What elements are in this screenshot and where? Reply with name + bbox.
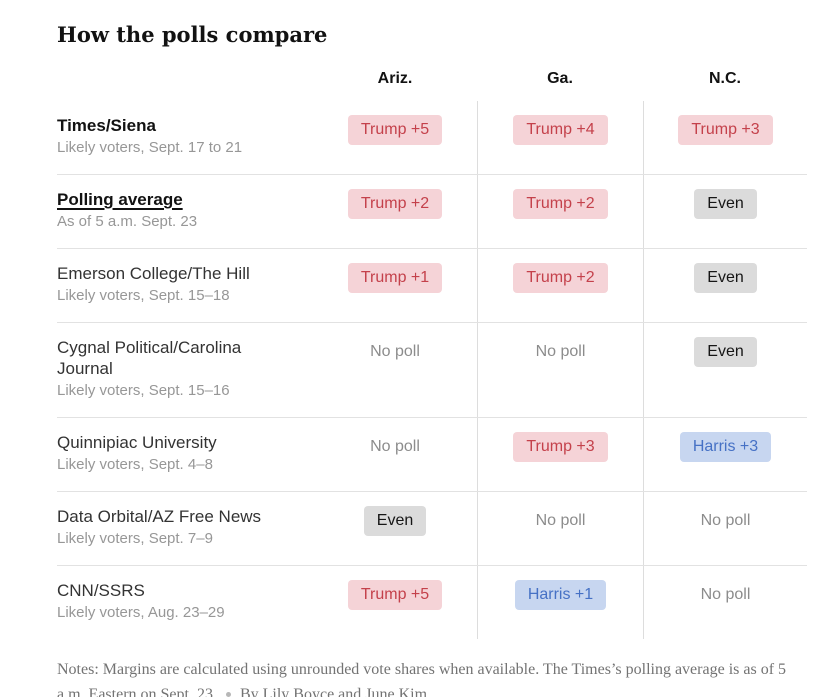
poll-label-cell: Emerson College/The Hill Likely voters, … bbox=[57, 249, 313, 322]
poll-detail: Likely voters, Sept. 15–16 bbox=[57, 382, 230, 399]
margin-badge: No poll bbox=[700, 586, 751, 603]
polls-table: Ariz. Ga. N.C. Times/Siena Likely voters… bbox=[57, 47, 807, 639]
poll-name: Cygnal Political/Carolina Journal bbox=[57, 338, 242, 378]
margin-badge: Trump +4 bbox=[513, 115, 608, 145]
header-spacer bbox=[57, 69, 313, 101]
column-header-ariz: Ariz. bbox=[377, 70, 413, 87]
margin-badge: Trump +3 bbox=[513, 432, 608, 462]
margin-cell-nc: Trump +3 bbox=[643, 101, 807, 174]
table-row: Cygnal Political/Carolina Journal Likely… bbox=[57, 322, 807, 417]
margin-cell-ga: Trump +3 bbox=[477, 418, 643, 491]
poll-detail: Likely voters, Sept. 15–18 bbox=[57, 287, 230, 304]
margin-cell-ga: No poll bbox=[477, 323, 643, 417]
margin-badge: Trump +5 bbox=[347, 115, 443, 145]
table-row: Quinnipiac University Likely voters, Sep… bbox=[57, 417, 807, 491]
margin-badge: Trump +2 bbox=[347, 189, 443, 219]
poll-detail: Likely voters, Sept. 4–8 bbox=[57, 456, 213, 473]
margin-badge: Trump +3 bbox=[678, 115, 773, 145]
margin-cell-ariz: No poll bbox=[313, 323, 477, 417]
byline: By Lily Boyce and June Kim bbox=[239, 686, 428, 697]
margin-cell-nc: Even bbox=[643, 175, 807, 248]
margin-cell-ariz: Even bbox=[313, 492, 477, 565]
margin-cell-ga: Trump +4 bbox=[477, 101, 643, 174]
table-header: Ariz. Ga. N.C. bbox=[57, 47, 807, 101]
poll-name: Data Orbital/AZ Free News bbox=[57, 507, 262, 526]
margin-cell-nc: No poll bbox=[643, 566, 807, 639]
margin-badge: Even bbox=[363, 506, 427, 536]
margin-cell-ariz: Trump +2 bbox=[313, 175, 477, 248]
poll-name: CNN/SSRS bbox=[57, 581, 145, 600]
poll-detail: Likely voters, Aug. 23–29 bbox=[57, 604, 225, 621]
poll-label-cell: Polling average As of 5 a.m. Sept. 23 bbox=[57, 175, 313, 248]
margin-cell-ariz: No poll bbox=[313, 418, 477, 491]
notes-text: Notes: Margins are calculated using unro… bbox=[57, 661, 787, 697]
margin-cell-nc: Even bbox=[643, 323, 807, 417]
column-header-ga: Ga. bbox=[547, 70, 573, 87]
margin-badge: No poll bbox=[700, 512, 751, 529]
poll-name: Times/Siena bbox=[57, 116, 156, 135]
margin-cell-ga: Trump +2 bbox=[477, 175, 643, 248]
poll-label-cell: CNN/SSRS Likely voters, Aug. 23–29 bbox=[57, 566, 313, 639]
margin-cell-nc: Even bbox=[643, 249, 807, 322]
poll-name: Emerson College/The Hill bbox=[57, 264, 250, 283]
margin-badge: Trump +1 bbox=[347, 263, 443, 293]
margin-badge: Even bbox=[694, 337, 757, 367]
margin-badge: Trump +5 bbox=[347, 580, 443, 610]
poll-detail: As of 5 a.m. Sept. 23 bbox=[57, 213, 198, 230]
margin-cell-ga: Harris +1 bbox=[477, 566, 643, 639]
poll-name-polling-average-link[interactable]: Polling average bbox=[57, 190, 183, 209]
poll-label-cell: Cygnal Political/Carolina Journal Likely… bbox=[57, 323, 313, 417]
margin-cell-ariz: Trump +1 bbox=[313, 249, 477, 322]
column-header-nc: N.C. bbox=[709, 70, 741, 87]
margin-badge: Trump +2 bbox=[513, 189, 608, 219]
margin-badge: No poll bbox=[535, 512, 586, 529]
margin-badge: No poll bbox=[370, 343, 420, 360]
table-row: Times/Siena Likely voters, Sept. 17 to 2… bbox=[57, 101, 807, 174]
poll-name: Quinnipiac University bbox=[57, 433, 217, 452]
table-row: CNN/SSRS Likely voters, Aug. 23–29 Trump… bbox=[57, 565, 807, 639]
page-title: How the polls compare bbox=[57, 22, 328, 47]
poll-label-cell: Data Orbital/AZ Free News Likely voters,… bbox=[57, 492, 313, 565]
margin-badge: Harris +3 bbox=[679, 432, 772, 462]
margin-cell-nc: Harris +3 bbox=[643, 418, 807, 491]
margin-cell-ariz: Trump +5 bbox=[313, 101, 477, 174]
margin-badge: No poll bbox=[370, 438, 420, 455]
notes: Notes: Margins are calculated using unro… bbox=[57, 657, 807, 697]
poll-label-cell: Quinnipiac University Likely voters, Sep… bbox=[57, 418, 313, 491]
margin-cell-nc: No poll bbox=[643, 492, 807, 565]
table-row: Data Orbital/AZ Free News Likely voters,… bbox=[57, 491, 807, 565]
margin-cell-ariz: Trump +5 bbox=[313, 566, 477, 639]
margin-cell-ga: Trump +2 bbox=[477, 249, 643, 322]
margin-badge: No poll bbox=[535, 343, 586, 360]
margin-cell-ga: No poll bbox=[477, 492, 643, 565]
poll-label-cell: Times/Siena Likely voters, Sept. 17 to 2… bbox=[57, 101, 313, 174]
margin-badge: Even bbox=[694, 263, 757, 293]
margin-badge: Trump +2 bbox=[513, 263, 608, 293]
table-row: Polling average As of 5 a.m. Sept. 23 Tr… bbox=[57, 174, 807, 248]
margin-badge: Harris +1 bbox=[514, 580, 607, 610]
margin-badge: Even bbox=[694, 189, 757, 219]
table-body: Times/Siena Likely voters, Sept. 17 to 2… bbox=[57, 101, 807, 639]
bullet-separator-icon bbox=[225, 692, 231, 697]
poll-detail: Likely voters, Sept. 7–9 bbox=[57, 530, 213, 547]
poll-detail: Likely voters, Sept. 17 to 21 bbox=[57, 139, 243, 156]
table-row: Emerson College/The Hill Likely voters, … bbox=[57, 248, 807, 322]
